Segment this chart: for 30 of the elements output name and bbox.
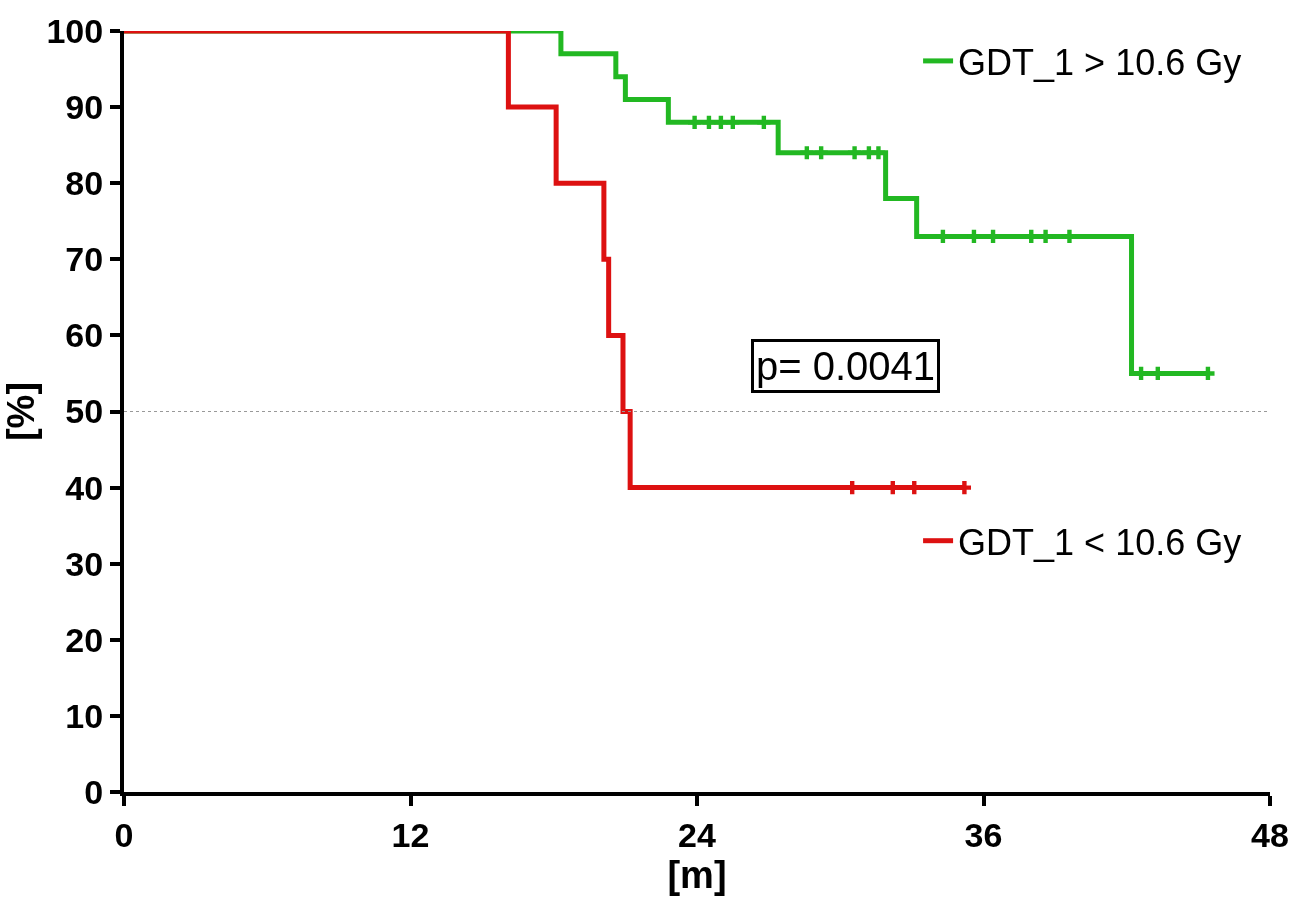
- point: [688, 115, 702, 129]
- y-tick-label: 70: [65, 240, 104, 279]
- y-tick-label: 20: [65, 620, 104, 659]
- y-tick-label: 30: [65, 544, 104, 583]
- point: [847, 146, 862, 160]
- y-tick-label: 50: [65, 392, 104, 431]
- y-tick-label: 60: [65, 316, 104, 355]
- point: [702, 115, 716, 129]
- y-tick-label: 90: [65, 88, 104, 126]
- y-axis-title: [%]: [0, 381, 42, 442]
- legend-label: GDT_1 > 10.6 Gy: [958, 41, 1242, 83]
- x-tick-label: 48: [1251, 815, 1289, 854]
- y-tick-label: 40: [65, 468, 104, 507]
- legend-label: GDT_1 < 10.6 Gy: [958, 521, 1242, 563]
- y-tick-label: 80: [65, 164, 104, 203]
- x-tick-label: 24: [678, 815, 716, 854]
- point: [726, 115, 740, 129]
- point: [800, 146, 814, 160]
- x-tick-label: 36: [964, 815, 1003, 854]
- y-tick-label: 10: [65, 696, 104, 735]
- y-tick-label: 0: [84, 772, 104, 811]
- x-axis-title: [m]: [667, 853, 727, 896]
- y-tick-label: 100: [46, 11, 104, 50]
- x-tick-label: 0: [114, 815, 134, 854]
- point: [714, 115, 728, 129]
- annotation: p= 0.0041: [756, 344, 936, 388]
- x-tick-label: 12: [391, 815, 430, 854]
- point: [871, 146, 886, 160]
- point: [814, 146, 828, 160]
- point: [757, 115, 771, 129]
